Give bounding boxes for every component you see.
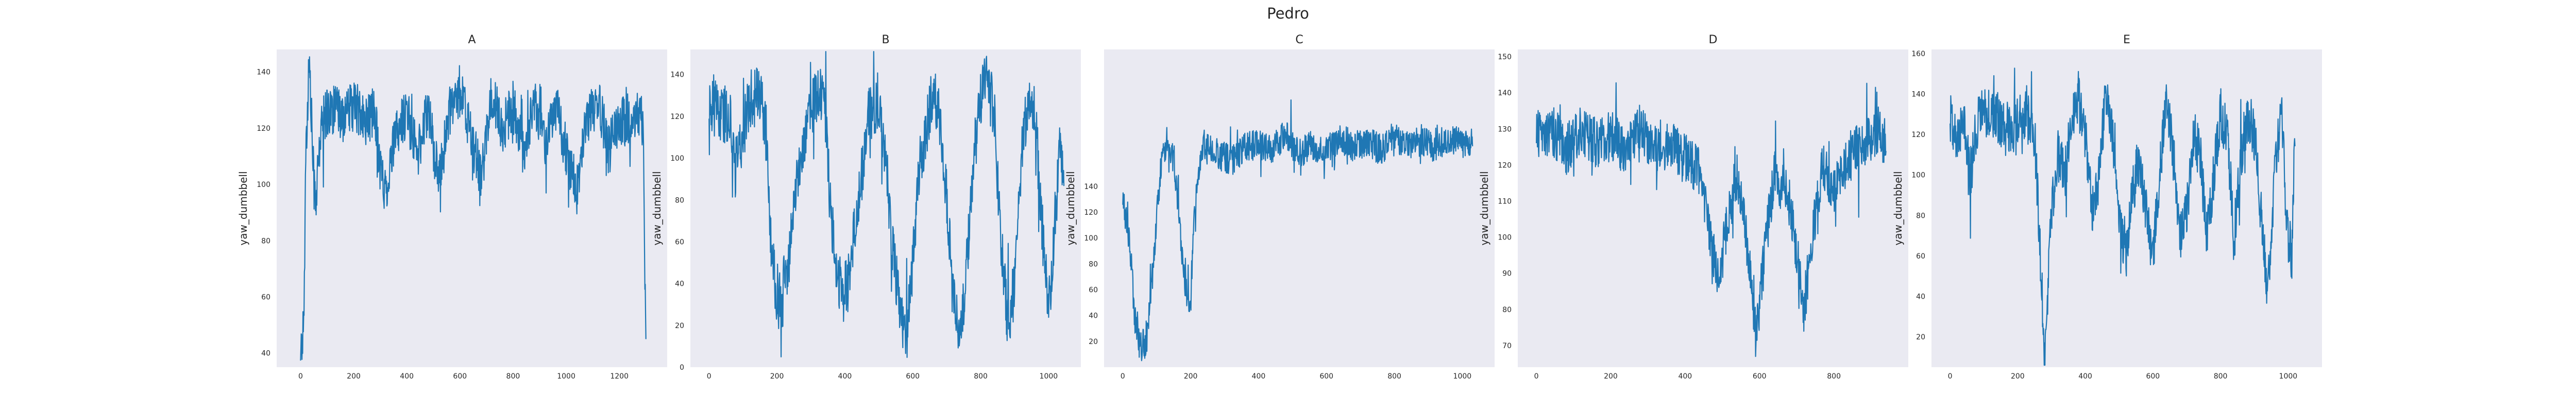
plot-area: [1104, 49, 1495, 367]
y-tick-label: 80: [675, 196, 684, 204]
x-tick-label: 0: [1948, 372, 1953, 381]
y-axis-label: yaw_dumbbell: [1892, 171, 1904, 245]
series-line: [300, 56, 647, 361]
x-tick-label: 600: [1319, 372, 1333, 381]
x-tick-label: 1000: [1040, 372, 1058, 381]
y-tick-label: 80: [261, 237, 270, 245]
subplot-title: A: [468, 33, 476, 46]
y-tick-label: 120: [1911, 131, 1925, 139]
series-line: [1122, 99, 1473, 362]
y-tick-label: 140: [1084, 183, 1098, 191]
y-tick-label: 120: [670, 113, 684, 121]
x-tick-label: 200: [347, 372, 361, 381]
y-tick-label: 20: [675, 322, 684, 330]
series-line: [1950, 67, 2296, 366]
y-tick-label: 80: [1502, 306, 1512, 314]
y-tick-label: 120: [1498, 161, 1512, 169]
y-tick-label: 160: [1911, 50, 1925, 58]
y-tick-label: 130: [1498, 125, 1512, 133]
y-axis-label: yaw_dumbbell: [1064, 171, 1077, 245]
y-tick-label: 140: [1498, 89, 1512, 97]
y-tick-label: 90: [1502, 270, 1512, 278]
y-axis-label: yaw_dumbbell: [651, 171, 663, 245]
x-tick-label: 800: [2214, 372, 2228, 381]
x-tick-label: 200: [2011, 372, 2025, 381]
x-tick-label: 400: [400, 372, 414, 381]
y-tick-label: 100: [1911, 171, 1925, 180]
y-tick-label: 60: [1916, 252, 1925, 261]
figure-title: Pedro: [1267, 5, 1309, 22]
x-tick-label: 200: [770, 372, 784, 381]
x-tick-label: 1000: [2279, 372, 2298, 381]
x-tick-label: 400: [2078, 372, 2092, 381]
subplot-title: D: [1709, 33, 1718, 46]
y-tick-label: 80: [1089, 260, 1098, 268]
y-tick-label: 60: [675, 238, 684, 246]
y-tick-label: 0: [680, 364, 684, 372]
x-tick-label: 0: [1534, 372, 1539, 381]
y-tick-label: 150: [1498, 53, 1512, 61]
y-tick-label: 20: [1089, 338, 1098, 346]
y-tick-label: 100: [1498, 234, 1512, 242]
y-tick-label: 60: [1089, 286, 1098, 295]
x-tick-label: 0: [298, 372, 303, 381]
x-tick-label: 1000: [557, 372, 575, 381]
x-tick-label: 600: [453, 372, 467, 381]
x-tick-label: 1200: [610, 372, 629, 381]
y-tick-label: 40: [1916, 293, 1925, 301]
plot-area: [1518, 49, 1908, 367]
subplot-title: B: [882, 33, 889, 46]
y-tick-label: 40: [675, 280, 684, 288]
y-tick-label: 40: [1089, 312, 1098, 320]
y-axis-label: yaw_dumbbell: [237, 171, 249, 245]
x-tick-label: 0: [1121, 372, 1125, 381]
y-tick-label: 140: [257, 68, 270, 77]
x-tick-label: 800: [506, 372, 520, 381]
y-tick-label: 120: [1084, 209, 1098, 217]
x-tick-label: 400: [1252, 372, 1266, 381]
x-tick-label: 600: [1753, 372, 1767, 381]
y-tick-label: 140: [670, 71, 684, 79]
x-tick-label: 800: [1387, 372, 1401, 381]
x-tick-label: 200: [1604, 372, 1618, 381]
x-tick-label: 400: [838, 372, 852, 381]
plot-area: [1931, 49, 2322, 367]
y-tick-label: 110: [1498, 197, 1512, 205]
series-line: [1536, 82, 1887, 357]
y-axis-label: yaw_dumbbell: [1478, 171, 1490, 245]
x-tick-label: 600: [2146, 372, 2160, 381]
y-tick-label: 120: [257, 125, 270, 133]
y-tick-label: 80: [1916, 212, 1925, 220]
y-tick-label: 100: [257, 181, 270, 189]
y-tick-label: 60: [261, 293, 270, 301]
x-tick-label: 600: [906, 372, 920, 381]
series-line: [708, 50, 1065, 358]
y-tick-label: 20: [1916, 333, 1925, 341]
y-tick-label: 100: [1084, 234, 1098, 243]
y-tick-label: 40: [261, 350, 270, 358]
y-tick-label: 70: [1502, 342, 1512, 350]
x-tick-label: 0: [707, 372, 711, 381]
x-tick-label: 800: [974, 372, 988, 381]
x-tick-label: 400: [1678, 372, 1692, 381]
subplot-title: C: [1295, 33, 1303, 46]
x-tick-label: 1000: [1453, 372, 1472, 381]
subplot-title: E: [2123, 33, 2130, 46]
x-tick-label: 200: [1184, 372, 1198, 381]
x-tick-label: 800: [1827, 372, 1841, 381]
y-tick-label: 140: [1911, 90, 1925, 98]
y-tick-label: 100: [670, 154, 684, 163]
